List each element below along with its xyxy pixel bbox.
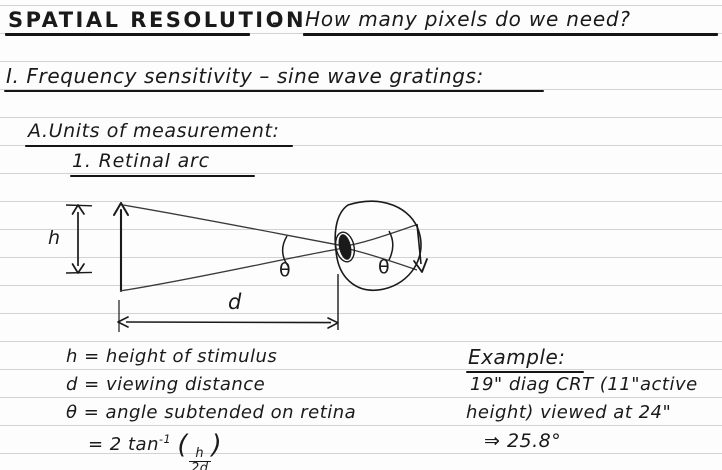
formula-open-paren: ( [177,430,189,460]
legend-line-h: h = height of stimulus [66,346,278,367]
formula-denominator: 2d [191,460,209,470]
rule-line [0,5,722,6]
rule-line [0,285,722,286]
formula-prefix: = 2 tan [88,433,159,455]
rule-line [0,369,722,370]
ray-lower [119,247,345,292]
outline-section-1-underline [4,90,544,92]
stimulus-arrow [113,202,129,293]
example-line-1: 19" diag CRT (11"active [470,374,698,395]
outline-subsection-a: A.Units of measurement: [28,120,280,142]
rule-line [0,425,722,426]
outline-section-1: I. Frequency sensitivity – sine wave gra… [6,64,484,88]
legend-line-theta: θ = angle subtended on retina [66,402,357,423]
pupil-lens [334,231,356,263]
distance-dimension-d [117,316,339,329]
heading-question: How many pixels do we need? [305,7,631,31]
diagram-label-h: h [48,227,61,249]
page-title-underline [5,33,250,36]
retinal-image-arrow [413,223,428,273]
angle-arc-left [281,235,289,267]
rule-line [0,313,722,314]
heading-question-underline [303,33,718,36]
formula-exponent: -1 [158,432,172,446]
formula-fraction: h 2d [189,447,211,470]
rule-line [0,229,722,230]
example-title: Example: [468,345,566,369]
formula-numerator: h [189,447,211,462]
heading-dash: – [272,10,283,34]
example-title-underline [466,371,584,373]
outline-subsection-a-underline [25,145,293,147]
rule-line [0,89,722,90]
example-result: ⇒ 25.8° [484,430,562,452]
diagram-label-theta-left: θ [279,259,292,281]
rule-line [0,145,722,146]
outline-item-1-underline [70,175,255,177]
height-dimension-h [65,204,93,274]
angle-arc-right [388,230,394,261]
outline-item-1: 1. Retinal arc [72,150,210,172]
ray-inner-upper [344,224,417,247]
rule-line [0,173,722,174]
rule-line [0,453,722,454]
formula-close-paren: ) [211,430,223,460]
rule-line [0,257,722,258]
page-title: SPATIAL RESOLUTION [8,8,307,32]
diagram-label-theta-right: θ [378,256,391,278]
rule-line [0,397,722,398]
diagram-label-d: d [228,290,242,314]
ray-upper [122,204,345,247]
legend-formula: = 2 tan-1 (h 2d) [88,430,222,470]
rule-line [0,117,722,118]
rule-line [0,61,722,62]
rule-line [0,341,722,342]
legend-line-d: d = viewing distance [66,374,266,395]
example-line-2: height) viewed at 24" [466,402,672,423]
